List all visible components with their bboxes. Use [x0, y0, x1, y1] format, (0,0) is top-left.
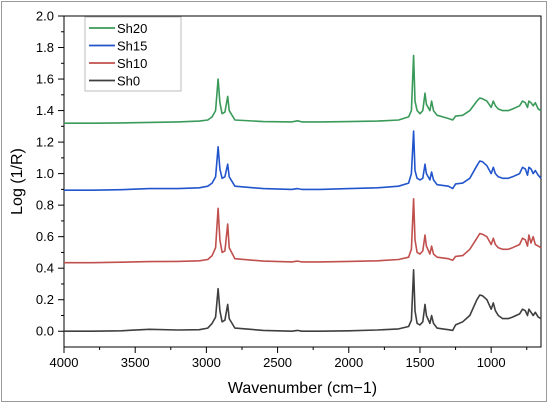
y-tick-label: 1.6	[36, 72, 54, 87]
legend-label-sh10: Sh10	[117, 56, 147, 71]
y-tick-label: 2.0	[36, 9, 54, 24]
plot-area	[63, 15, 542, 348]
y-tick-label: 0.0	[36, 324, 54, 339]
ticks-layer: 4000 3500 3000 2500 2000 1500 1000 0.0 0.2 0.4 0.6…	[36, 9, 528, 370]
legend-box	[84, 16, 182, 92]
y-tick-label: 1.4	[36, 103, 54, 118]
y-axis-title: Log (1/R)	[9, 148, 26, 215]
series-line-sh0	[64, 269, 542, 332]
y-tick-label: 0.8	[36, 198, 54, 213]
x-tick-label: 1500	[406, 355, 435, 370]
x-tick-label: 4000	[50, 355, 79, 370]
y-tick-label: 0.2	[36, 292, 54, 307]
series-line-sh20	[64, 54, 542, 124]
x-axis-title: Wavenumber (cm−1)	[228, 380, 377, 397]
y-tick-label: 1.8	[36, 40, 54, 55]
legend: Sh20 Sh15 Sh10 Sh0	[84, 16, 182, 92]
x-tick-label: 2000	[334, 355, 363, 370]
y-tick-label: 0.6	[36, 229, 54, 244]
series-layer	[64, 54, 542, 332]
x-tick-label: 1000	[477, 355, 506, 370]
legend-label-sh15: Sh15	[117, 39, 147, 54]
x-tick-label: 3000	[192, 355, 221, 370]
legend-label-sh0: Sh0	[117, 74, 140, 89]
x-tick-label: 3500	[121, 355, 150, 370]
series-line-sh15	[64, 130, 542, 191]
y-tick-label: 1.2	[36, 135, 54, 150]
legend-label-sh20: Sh20	[117, 21, 147, 36]
series-line-sh10	[64, 198, 542, 264]
y-tick-label: 1.0	[36, 166, 54, 181]
y-tick-label: 0.4	[36, 261, 54, 276]
x-tick-label: 2500	[263, 355, 292, 370]
